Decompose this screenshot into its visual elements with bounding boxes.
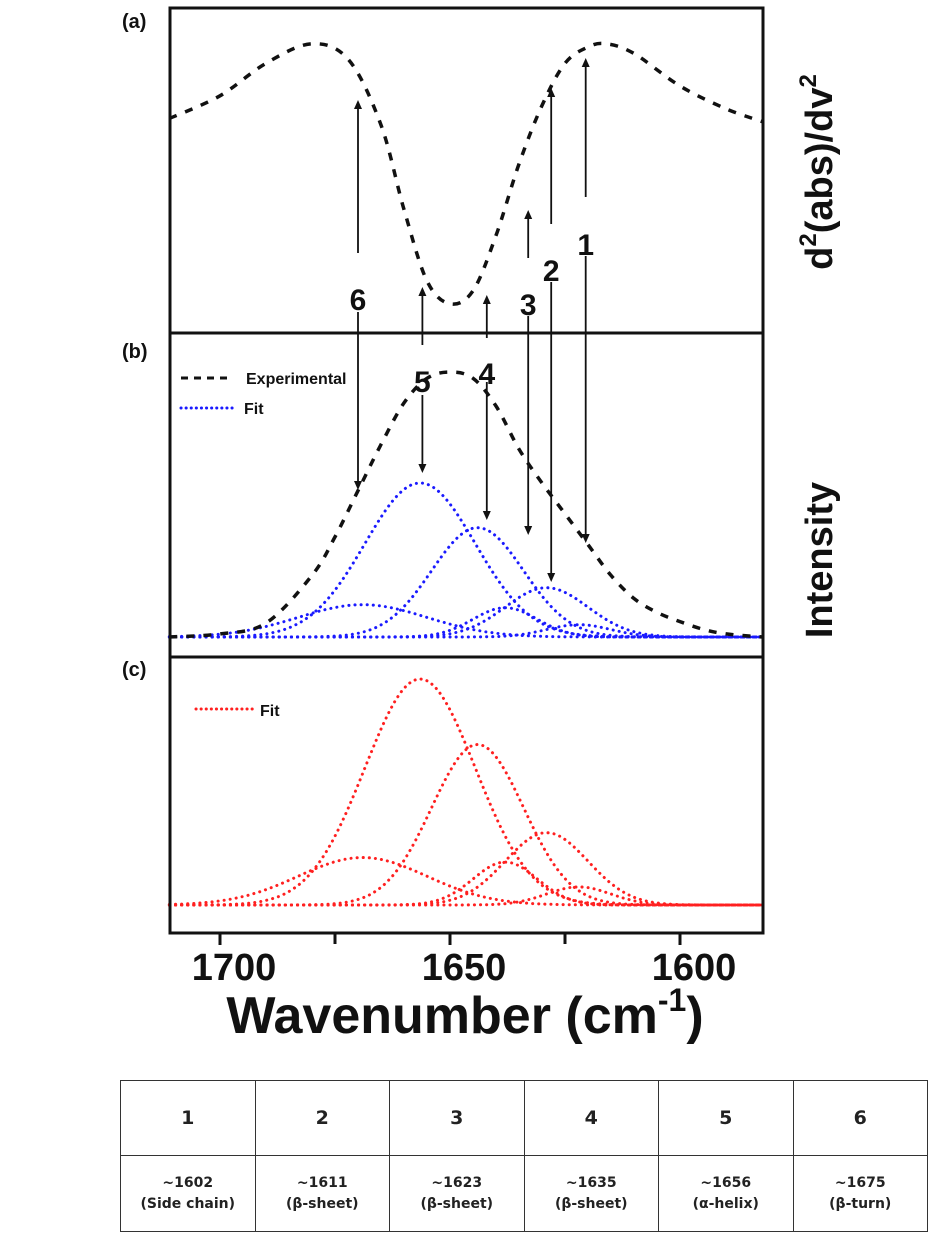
table-header-cell: 1 — [120, 1080, 256, 1156]
panel-b-fit-component-1 — [167, 481, 765, 639]
structure-assignment: (β-sheet) — [554, 1195, 628, 1212]
x-axis-title: Wavenumber (cm-1) — [226, 982, 703, 1045]
peak-1-arrowhead-up — [581, 58, 590, 67]
peak-6-arrowhead-down — [354, 481, 362, 490]
panel-c-fit-component-6 — [167, 885, 765, 907]
table-value-cell: ~1635 (β-sheet) — [523, 1155, 659, 1232]
table-value-cell: ~1675 (β-turn) — [792, 1155, 928, 1232]
wavenumber-value: ~1623 — [431, 1174, 483, 1191]
wavenumber-value: ~1675 — [834, 1174, 886, 1191]
structure-assignment: (β-sheet) — [285, 1195, 359, 1212]
peak-1-label: 1 — [577, 229, 594, 262]
second-derivative-curve — [168, 41, 764, 306]
table-value-cell: ~1602 (Side chain) — [120, 1155, 256, 1232]
legend-fit-label-blue: Fit — [244, 401, 264, 418]
legend-experimental-label: Experimental — [246, 371, 346, 388]
panel-b-label: (b) — [122, 341, 148, 363]
x-tick-label: 1600 — [652, 947, 737, 989]
panel-c-fit-component-1 — [167, 677, 765, 907]
peak-5-label: 5 — [414, 366, 431, 399]
wavenumber-value: ~1635 — [565, 1174, 617, 1191]
y-axis-title-derivative: d2(abs)/dv2 — [795, 74, 841, 270]
x-tick-label: 1650 — [422, 947, 507, 989]
peak-6-label: 6 — [350, 284, 367, 317]
panel-b-fit-component-4 — [167, 606, 765, 639]
structure-assignment: (α-helix) — [692, 1195, 759, 1212]
structure-assignment: (β-turn) — [829, 1195, 892, 1212]
y-axis-title-intensity: Intensity — [799, 482, 841, 638]
peak-4-label: 4 — [478, 358, 495, 391]
panel-b-fit-component-5 — [167, 586, 765, 639]
panel-c-fit-component-4 — [167, 860, 765, 907]
panel-c-label: (c) — [122, 659, 146, 681]
table-header-cell: 3 — [389, 1080, 525, 1156]
table-header-cell: 6 — [792, 1080, 928, 1156]
panel-a-label: (a) — [122, 11, 146, 33]
panel-c-fit-component-2 — [167, 742, 765, 907]
x-tick-label: 1700 — [192, 947, 277, 989]
peak-2-arrowhead-up — [547, 88, 556, 97]
peak-3-arrowhead-up — [524, 210, 533, 219]
peak-5-arrowhead-down — [418, 464, 427, 473]
table-header-cell: 5 — [658, 1080, 794, 1156]
peak-2-label: 2 — [543, 255, 560, 288]
panel-b-fit-component-6 — [167, 623, 765, 639]
panel-c-frame — [168, 655, 765, 935]
panel-c-fit-component-5 — [167, 831, 765, 907]
experimental-curve — [169, 370, 763, 639]
structure-assignment: (β-sheet) — [420, 1195, 494, 1212]
peak-5-arrowhead-up — [418, 287, 427, 296]
wavenumber-value: ~1611 — [296, 1174, 348, 1191]
peak-4-arrowhead-down — [482, 511, 491, 520]
peak-1-arrowhead-down — [581, 534, 590, 543]
panel-b-fit-component-2 — [167, 526, 765, 639]
table-value-cell: ~1656 (α-helix) — [658, 1155, 794, 1232]
peak-3-arrowhead-down — [524, 526, 533, 535]
peak-3-label: 3 — [520, 289, 537, 322]
peak-6-arrowhead-up — [354, 100, 362, 109]
table-value-cell: ~1611 (β-sheet) — [254, 1155, 390, 1232]
wavenumber-value: ~1656 — [700, 1174, 752, 1191]
panel-a-frame — [168, 6, 765, 335]
wavenumber-value: ~1602 — [162, 1174, 214, 1191]
panel-c-fit-component-3 — [167, 855, 765, 907]
peak-2-arrowhead-down — [547, 573, 556, 582]
structure-assignment: (Side chain) — [140, 1195, 236, 1212]
table-header-cell: 2 — [254, 1080, 390, 1156]
panel-b-fit-component-3 — [167, 603, 765, 639]
table-value-cell: ~1623 (β-sheet) — [389, 1155, 525, 1232]
legend-fit-label-red: Fit — [260, 703, 280, 720]
table-header-cell: 4 — [523, 1080, 659, 1156]
peak-4-arrowhead-up — [482, 295, 491, 304]
